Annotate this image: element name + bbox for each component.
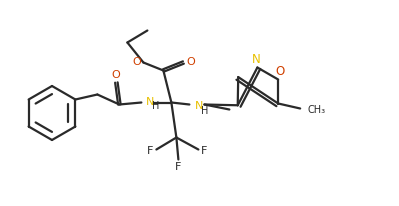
Text: O: O <box>276 65 285 78</box>
Text: O: O <box>186 56 195 67</box>
Text: F: F <box>147 145 154 156</box>
Text: F: F <box>175 162 182 172</box>
Text: N: N <box>194 101 203 110</box>
Text: H: H <box>201 105 209 116</box>
Text: CH₃: CH₃ <box>307 104 325 115</box>
Text: F: F <box>201 145 207 156</box>
Text: N: N <box>145 96 154 107</box>
Text: O: O <box>111 69 120 80</box>
Text: O: O <box>132 56 141 67</box>
Text: N: N <box>252 53 261 66</box>
Text: H: H <box>152 101 160 110</box>
